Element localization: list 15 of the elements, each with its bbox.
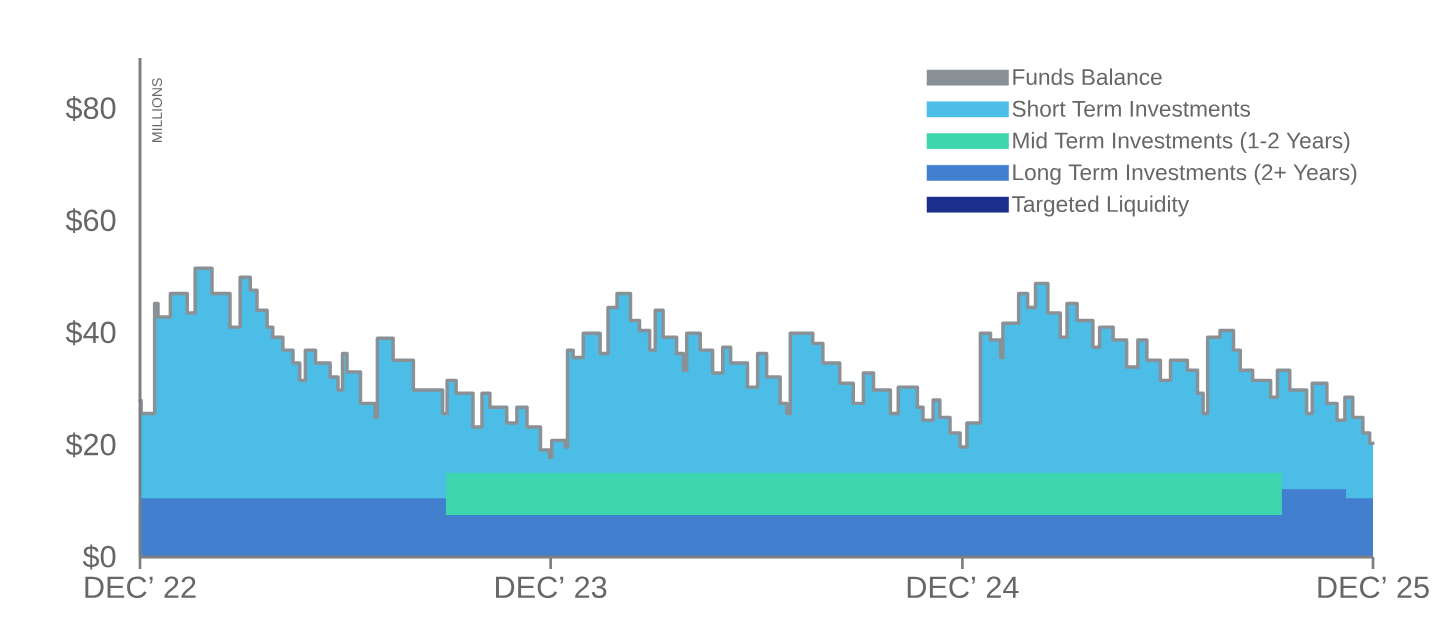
y-tick-label: $80 xyxy=(65,96,116,121)
legend-label: Mid Term Investments (1-2 Years) xyxy=(1013,131,1350,154)
x-tick-label: DEC’ 22 xyxy=(85,576,196,599)
y-tick-label: $20 xyxy=(65,432,116,458)
x-tick-label: DEC’ 25 xyxy=(1318,576,1429,599)
x-tick-label: DEC’ 23 xyxy=(496,576,607,599)
y-tick-label: $40 xyxy=(65,320,116,346)
legend-label: Funds Balance xyxy=(1013,68,1162,86)
legend-label: Short Term Investments xyxy=(1012,100,1250,117)
legend-label: Targeted Liquidity xyxy=(1012,195,1190,217)
y-tick-label: $60 xyxy=(65,208,116,234)
y-tick-label: $0 xyxy=(82,544,116,570)
y-axis-title: MILLIONS xyxy=(152,78,163,142)
x-tick-label: DEC’ 24 xyxy=(907,576,1019,599)
legend-label: Long Term Investments (2+ Years) xyxy=(1013,163,1357,185)
